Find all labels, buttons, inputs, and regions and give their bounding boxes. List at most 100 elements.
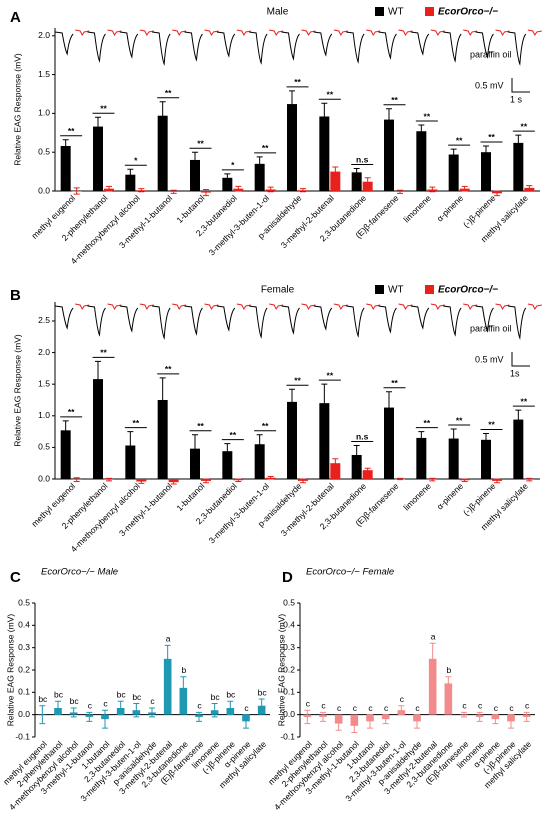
significance: ** xyxy=(133,418,140,428)
error-bar xyxy=(493,190,500,197)
y-tick-label: 0.1 xyxy=(18,687,30,697)
letter: c xyxy=(509,703,514,713)
bar xyxy=(60,145,71,191)
bar xyxy=(287,104,297,191)
y-tick-label: 1.0 xyxy=(38,410,50,420)
y-tick-label: 0.5 xyxy=(38,442,50,452)
bar xyxy=(222,451,233,479)
legend-swatch xyxy=(425,285,434,294)
letter: c xyxy=(244,703,249,713)
legend-swatch xyxy=(375,7,384,16)
y-tick-label: 0.0 xyxy=(38,185,50,195)
letter: bc xyxy=(70,696,80,706)
eag-trace xyxy=(495,303,510,310)
eag-trace xyxy=(313,305,333,331)
legend-swatch xyxy=(375,285,384,294)
bar xyxy=(179,687,188,715)
eag-trace xyxy=(119,31,139,59)
bar xyxy=(513,419,524,479)
bar xyxy=(254,444,265,479)
error-bar xyxy=(386,391,393,424)
bar xyxy=(319,403,330,479)
eag-trace xyxy=(249,305,268,339)
annotation: paraffin oil xyxy=(470,323,511,333)
y-tick-label: 0.3 xyxy=(18,642,30,652)
significance: ** xyxy=(165,88,172,98)
significance: ** xyxy=(294,375,301,385)
y-tick-label: 0.0 xyxy=(283,709,295,719)
error-bar xyxy=(526,185,533,191)
eag-trace xyxy=(236,29,251,36)
y-axis-label: Relative EAG Response (mV) xyxy=(5,614,15,727)
error-bar xyxy=(429,477,436,482)
error-bar xyxy=(192,434,199,464)
bar xyxy=(416,131,427,191)
eag-trace xyxy=(184,31,203,62)
error-bar xyxy=(86,711,93,722)
error-bar xyxy=(138,188,145,193)
error-bar xyxy=(396,477,403,481)
error-bar xyxy=(353,167,360,177)
annotation: 1s xyxy=(510,368,520,378)
error-bar xyxy=(289,90,296,118)
y-tick-label: 0.4 xyxy=(18,620,30,630)
y-tick-label: 1.0 xyxy=(38,108,50,118)
bar xyxy=(428,658,437,715)
eag-trace xyxy=(281,31,300,61)
eag-trace xyxy=(430,303,445,310)
eag-trace xyxy=(463,29,478,36)
eag-trace xyxy=(527,29,542,36)
significance: ** xyxy=(424,111,431,121)
chart-title: Male xyxy=(267,7,289,18)
error-bar xyxy=(450,148,457,161)
eag-trace xyxy=(507,31,527,66)
y-tick-label: 2.5 xyxy=(38,315,50,325)
significance: ** xyxy=(456,415,463,425)
eag-trace xyxy=(55,31,74,56)
bar xyxy=(384,407,394,479)
y-tick-label: -0.1 xyxy=(280,731,295,741)
error-bar xyxy=(73,477,80,483)
error-bar xyxy=(332,458,339,469)
error-bar xyxy=(353,444,360,465)
letter: c xyxy=(368,703,373,713)
error-bar xyxy=(476,711,483,722)
error-bar xyxy=(321,383,328,423)
x-tick-label: 1-butanol xyxy=(174,193,206,225)
error-bar xyxy=(95,360,102,398)
letter: bc xyxy=(211,692,221,702)
letter: bc xyxy=(226,690,236,700)
legend-swatch xyxy=(425,7,434,16)
letter: a xyxy=(431,631,436,641)
y-tick-label: 1.5 xyxy=(38,69,50,79)
letter: c xyxy=(321,701,326,711)
bar xyxy=(362,181,373,191)
bar xyxy=(448,154,459,191)
eag-trace xyxy=(398,303,413,310)
bar xyxy=(222,177,233,191)
panel-label: C xyxy=(10,569,21,586)
x-tick-label: α-pinene xyxy=(435,193,466,224)
significance: ** xyxy=(197,138,204,148)
eag-trace xyxy=(378,31,397,60)
annotation: 0.5 mV xyxy=(475,354,504,364)
bar xyxy=(513,142,524,191)
y-tick-label: -0.1 xyxy=(15,731,30,741)
bar xyxy=(190,448,200,479)
x-tick-label: limonene xyxy=(401,481,433,513)
y-axis-label: Relative EAG Response (mV) xyxy=(276,614,286,727)
eag-trace xyxy=(410,31,430,56)
error-bar xyxy=(335,716,342,731)
significance: ** xyxy=(327,90,334,100)
legend-label: WT xyxy=(388,285,404,296)
error-bar xyxy=(289,388,296,416)
eag-trace xyxy=(249,31,268,65)
bar xyxy=(93,379,103,479)
eag-trace xyxy=(301,303,316,310)
error-bar xyxy=(211,703,218,718)
error-bar xyxy=(159,377,166,423)
y-tick-label: 0.2 xyxy=(18,664,30,674)
letter: c xyxy=(478,701,483,711)
eag-trace xyxy=(119,305,139,333)
eag-trace xyxy=(216,31,236,58)
